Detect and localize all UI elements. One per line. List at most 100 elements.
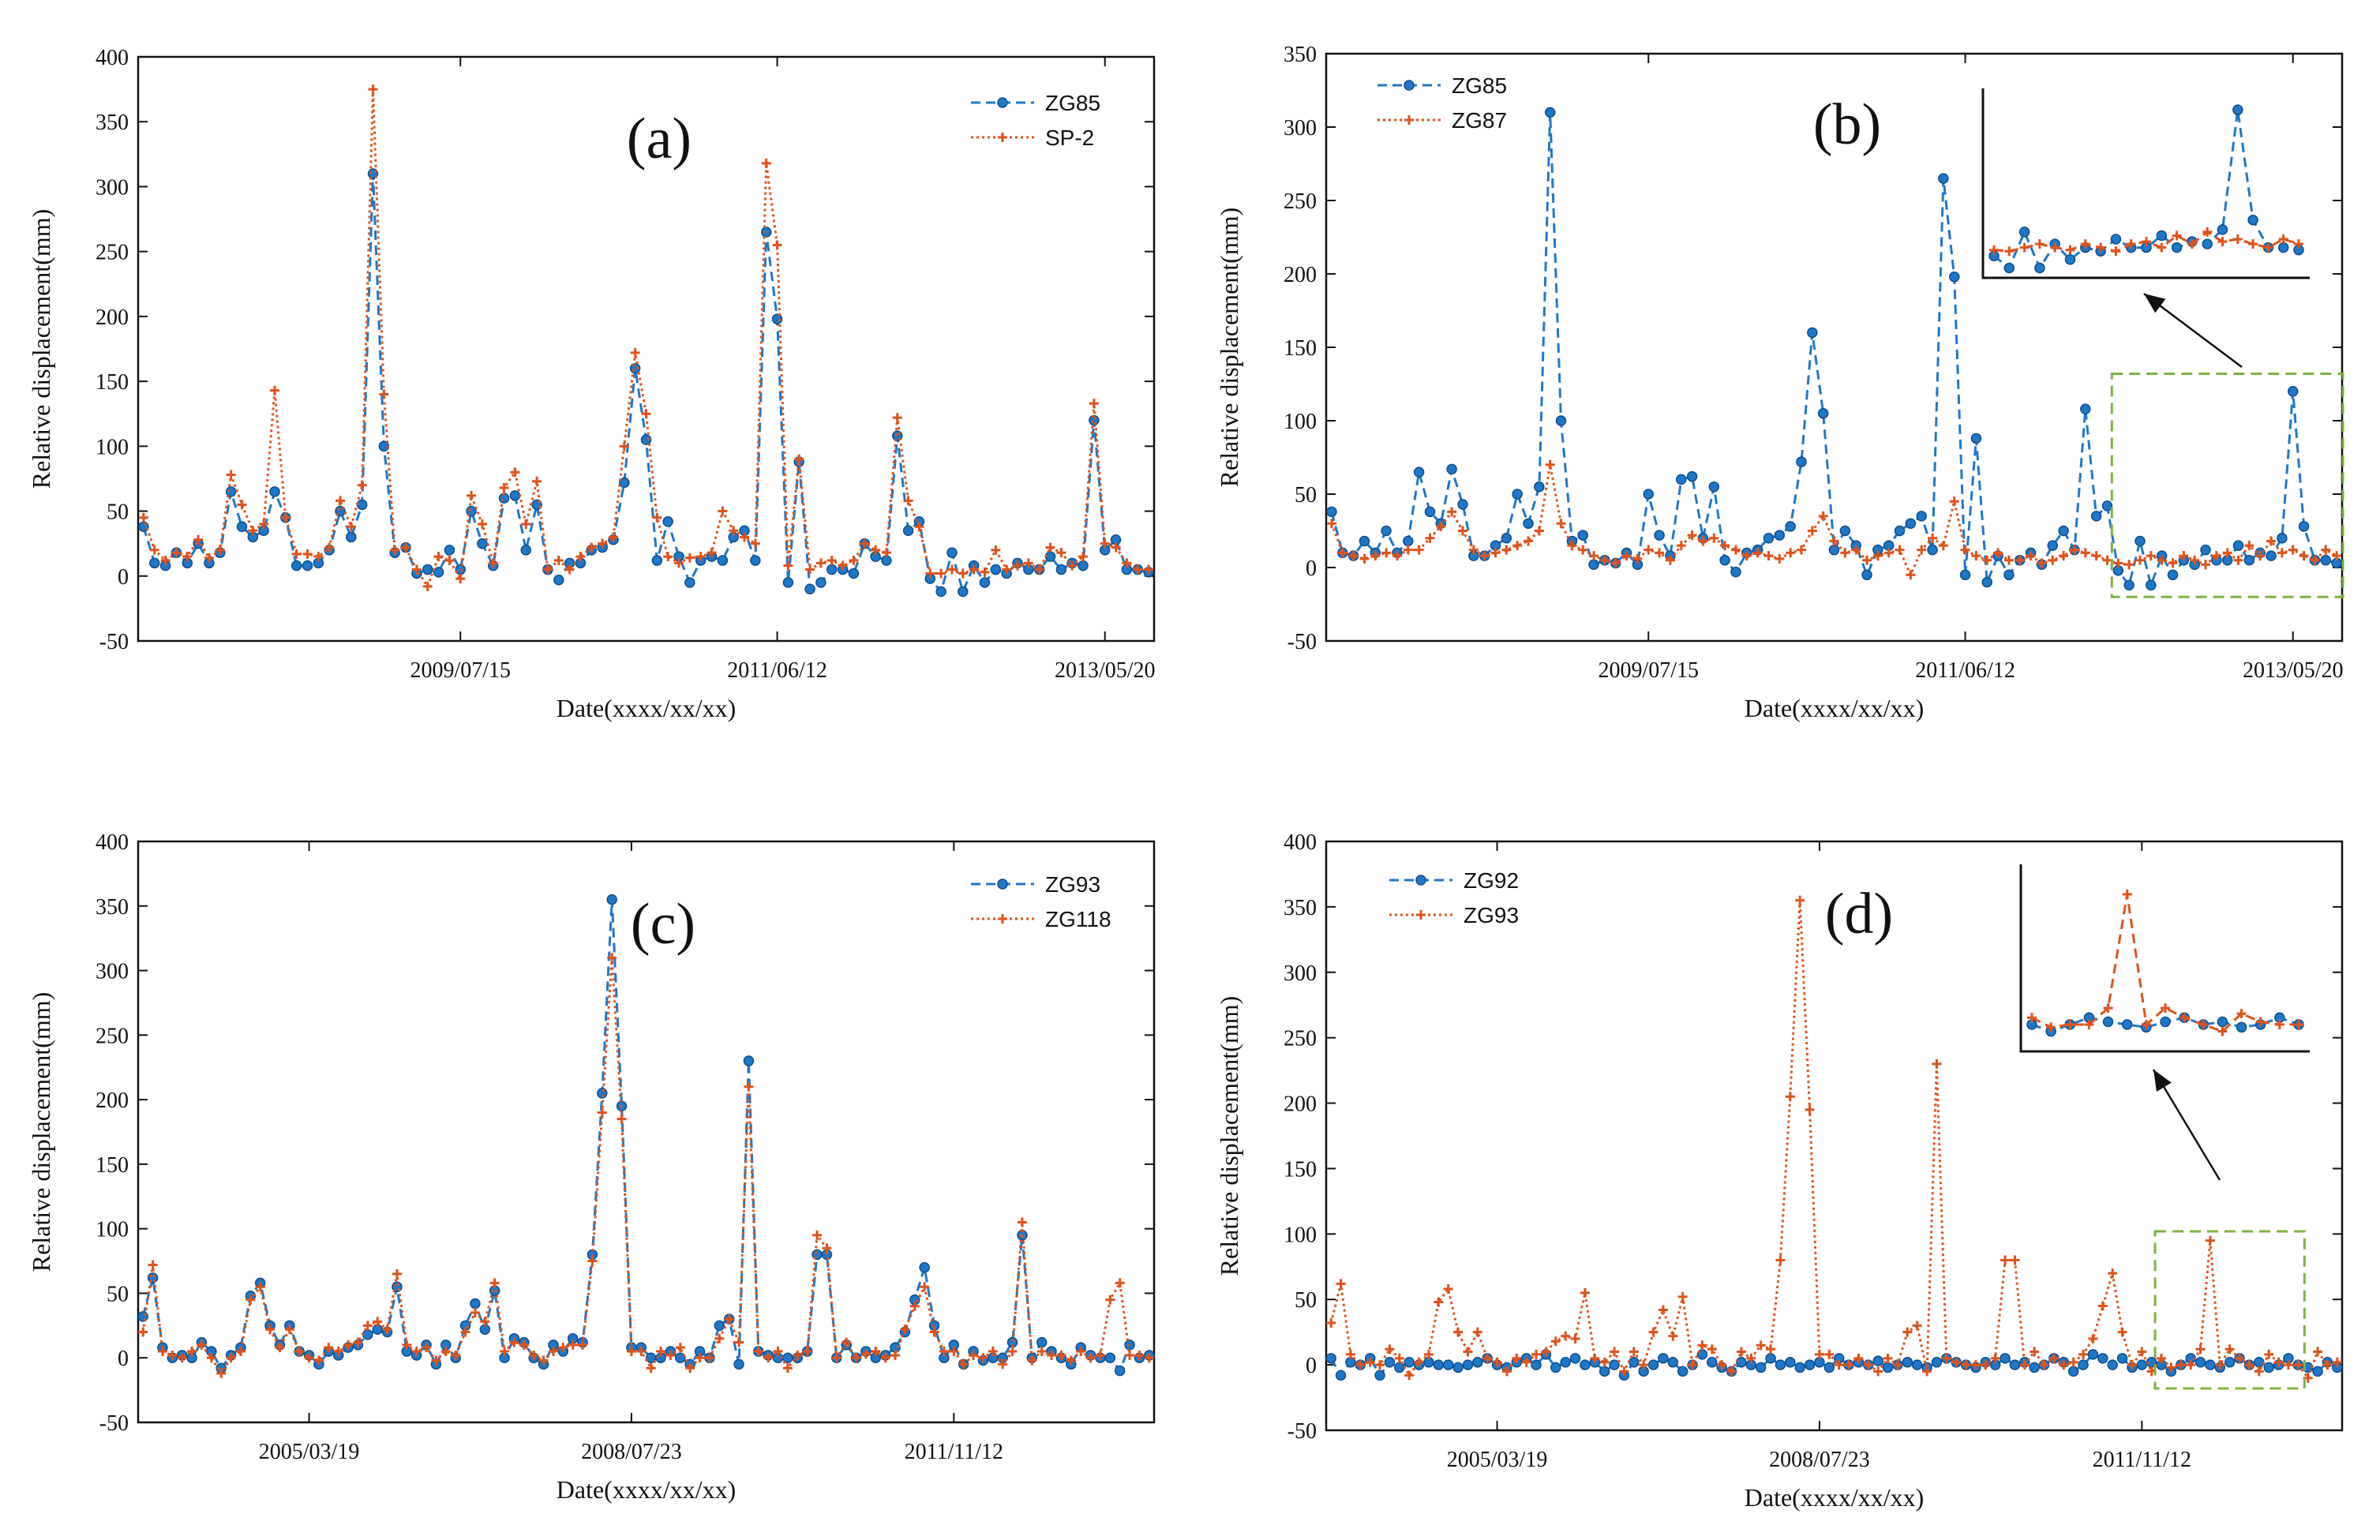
data-point [2146, 579, 2157, 591]
data-point [1610, 558, 1621, 568]
y-tick-label: 150 [96, 370, 129, 395]
data-point [2067, 1366, 2079, 1377]
inset-data-point [2248, 239, 2258, 249]
x-axis-label: Date(xxxx/xx/xx) [557, 694, 736, 722]
data-point [500, 1347, 510, 1357]
data-point [245, 1295, 256, 1305]
data-point [1512, 489, 1523, 500]
data-point [1055, 564, 1067, 575]
data-point [373, 1317, 383, 1327]
inset-data-point [2034, 239, 2045, 249]
data-point [2146, 551, 2156, 561]
inset-data-point [2065, 245, 2075, 255]
data-point [949, 1347, 959, 1357]
data-point [1523, 518, 1534, 529]
data-point [324, 542, 335, 553]
y-tick-label: 200 [96, 1088, 129, 1113]
y-tick-label: 300 [1284, 961, 1317, 986]
data-point [651, 555, 663, 566]
legend-label: ZG85 [1045, 91, 1100, 115]
data-point [1599, 1366, 1610, 1377]
data-point [1013, 560, 1023, 571]
data-point [903, 496, 913, 506]
series-ZG118 [138, 953, 1154, 1378]
inset-data-point [2294, 239, 2303, 249]
data-point [2087, 1349, 2099, 1360]
data-point [313, 552, 324, 562]
data-point [167, 1350, 178, 1360]
data-point [881, 548, 891, 558]
data-point [988, 1347, 998, 1357]
data-point [1404, 1357, 1415, 1368]
data-point [197, 1340, 207, 1350]
inset-data-point [2160, 1016, 2171, 1028]
data-point [225, 486, 237, 497]
y-tick-label: 150 [1284, 1157, 1317, 1182]
data-point [826, 556, 837, 566]
inset-data-point [2202, 227, 2213, 237]
data-point [215, 545, 225, 555]
data-point [656, 1347, 666, 1357]
data-point [761, 158, 771, 168]
data-point [1786, 548, 1796, 558]
inset-data-point [2172, 230, 2182, 241]
data-point [1632, 553, 1643, 564]
data-point [335, 496, 346, 506]
data-point [969, 1350, 979, 1360]
data-point [1795, 895, 1805, 905]
inset-data-point [2065, 1019, 2075, 1029]
inset-data-point [2111, 246, 2121, 257]
data-point [520, 545, 532, 556]
data-point [782, 577, 794, 588]
data-point [2168, 558, 2178, 568]
inset-data-point [2236, 1009, 2247, 1019]
data-point [714, 1320, 725, 1332]
legend-marker [1416, 910, 1426, 920]
data-point [714, 1333, 725, 1343]
data-point [1746, 1353, 1756, 1363]
data-point [1912, 1321, 1922, 1331]
data-point [1570, 1333, 1580, 1343]
data-point [182, 552, 193, 562]
data-point [958, 586, 969, 598]
data-point [519, 1340, 529, 1350]
inset-data-point [1989, 245, 1999, 255]
data-point [1872, 1355, 1883, 1366]
data-point [1844, 1360, 1854, 1370]
legend-marker [1404, 115, 1414, 125]
data-point [1104, 1352, 1116, 1363]
data-point [433, 567, 444, 578]
data-point [538, 1355, 549, 1366]
data-point [1365, 1357, 1375, 1367]
data-point [1381, 525, 1392, 537]
zoom-arrow [2152, 1069, 2221, 1181]
data-point [313, 1355, 324, 1366]
data-point [1023, 558, 1033, 568]
inset-data-point [2156, 230, 2168, 242]
inset-data-point [2217, 1016, 2228, 1028]
data-point [597, 1107, 607, 1118]
data-point [2019, 1360, 2030, 1370]
data-point [2312, 1366, 2323, 1377]
data-point [2135, 555, 2145, 565]
data-point [2186, 1360, 2196, 1370]
data-point [2313, 1347, 2323, 1357]
data-point [606, 894, 617, 905]
data-point [1124, 1340, 1135, 1351]
y-tick-label: 250 [96, 241, 129, 265]
data-point [2113, 558, 2123, 568]
data-point [1610, 1347, 1620, 1357]
data-point [1922, 1366, 1932, 1377]
data-point [636, 1347, 647, 1357]
data-point [2195, 1344, 2206, 1355]
data-point [1403, 545, 1413, 555]
data-point [1482, 1353, 1493, 1363]
data-point [1590, 1353, 1600, 1363]
data-point [1423, 1349, 1434, 1359]
data-point [362, 1321, 373, 1331]
data-point [2029, 1362, 2040, 1373]
data-point [1125, 1350, 1135, 1360]
data-point [532, 476, 542, 486]
data-point [1959, 569, 1971, 581]
data-point [521, 519, 531, 529]
